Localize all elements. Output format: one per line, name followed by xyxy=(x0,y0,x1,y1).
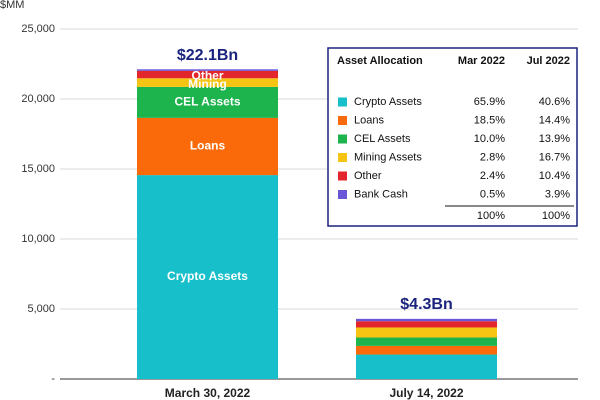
legend-label: Crypto Assets xyxy=(354,96,422,108)
table-cell: 0.5% xyxy=(480,188,505,200)
bar-segment xyxy=(356,345,497,355)
total-label: $4.3Bn xyxy=(400,296,452,313)
y-tick-label: - xyxy=(51,373,55,385)
total-label: $22.1Bn xyxy=(177,47,238,64)
table-cell: 14.4% xyxy=(539,114,570,126)
segment-label: Mining xyxy=(188,77,227,91)
table-cell: 18.5% xyxy=(474,114,505,126)
segment-label: Crypto Assets xyxy=(167,269,248,283)
legend-label: Mining Assets xyxy=(354,151,422,163)
legend-swatch xyxy=(338,190,347,199)
table-column: Mar 2022 xyxy=(458,55,505,67)
table-box xyxy=(327,47,578,227)
x-tick-label: March 30, 2022 xyxy=(165,386,251,400)
y-tick-label: 5,000 xyxy=(27,303,55,315)
segment-label: CEL Assets xyxy=(174,95,240,109)
legend-label: Loans xyxy=(354,114,384,126)
legend-swatch xyxy=(338,153,347,162)
table-total: 100% xyxy=(542,210,570,222)
table-cell: 65.9% xyxy=(474,96,505,108)
bar-segment xyxy=(137,78,278,87)
y-axis-label: $MM xyxy=(0,0,24,11)
legend-label: CEL Assets xyxy=(354,133,411,145)
table-cell: 40.6% xyxy=(539,96,570,108)
bar-segment xyxy=(137,175,278,379)
legend-swatch xyxy=(338,97,347,107)
table-cell: 2.4% xyxy=(480,170,505,182)
table-cell: 3.9% xyxy=(545,188,570,200)
bar-segment xyxy=(137,117,278,176)
table-cell: 16.7% xyxy=(539,151,570,163)
bar-segment xyxy=(137,69,278,71)
bar-segment xyxy=(356,318,497,322)
bar-segment xyxy=(356,354,497,379)
bar-segment xyxy=(356,321,497,328)
y-tick-label: 20,000 xyxy=(21,93,55,105)
legend-label: Other xyxy=(354,170,382,182)
table-total: 100% xyxy=(477,210,505,222)
bar-segment xyxy=(356,337,497,346)
y-tick-label: 25,000 xyxy=(21,23,55,35)
x-tick-label: July 14, 2022 xyxy=(389,386,463,400)
bar-segment xyxy=(356,327,497,338)
table-column: Jul 2022 xyxy=(527,55,570,67)
y-tick-label: 10,000 xyxy=(21,233,55,245)
table-title: Asset Allocation xyxy=(337,55,423,67)
legend-label: Bank Cash xyxy=(354,188,408,200)
y-tick-label: 15,000 xyxy=(21,163,55,175)
table-cell: 10.0% xyxy=(474,133,505,145)
segment-label: Loans xyxy=(190,139,226,153)
legend-swatch xyxy=(338,134,347,144)
table-cell: 2.8% xyxy=(480,151,505,163)
table-cell: 10.4% xyxy=(539,170,570,182)
bar-segment xyxy=(137,86,278,118)
bar-segment xyxy=(137,70,278,79)
table-cell: 13.9% xyxy=(539,133,570,145)
segment-label: Other xyxy=(191,69,223,83)
legend-swatch xyxy=(338,171,347,181)
legend-swatch xyxy=(338,116,347,125)
